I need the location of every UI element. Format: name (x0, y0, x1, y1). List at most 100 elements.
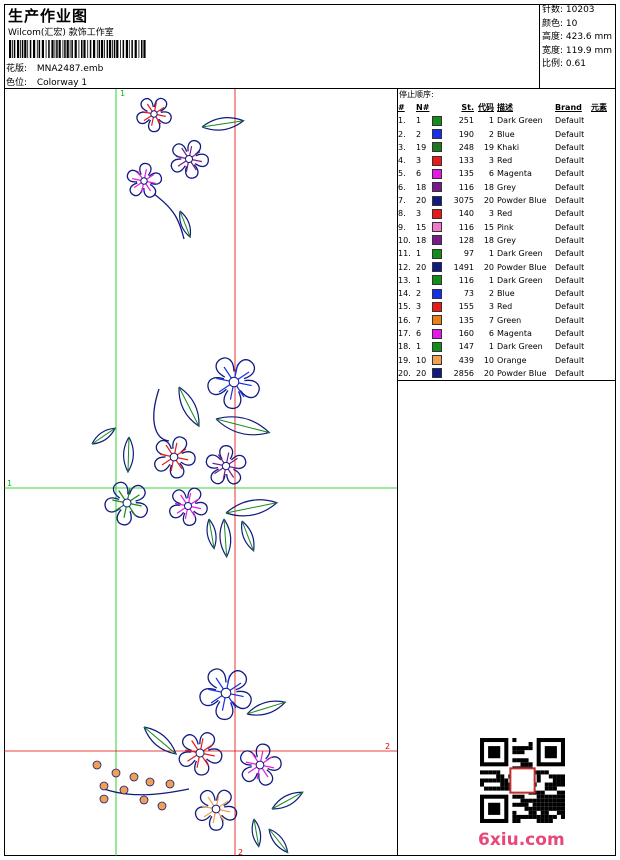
row-index: 10. (398, 235, 411, 245)
table-row: 13. 1 116 1 Dark Green Default (398, 274, 607, 287)
design-name-value: MNA2487.emb (36, 64, 104, 74)
row-swatch (432, 141, 446, 154)
page-title: 生产作业图 (8, 7, 89, 25)
berry-dot (157, 801, 167, 811)
row-brand: Default (555, 249, 585, 259)
leaf-vein (208, 518, 215, 549)
row-swatch (432, 128, 446, 141)
stat-scale: 比例: 0.61 (542, 59, 586, 69)
row-stitches: 147 (458, 342, 474, 352)
berry-dot (139, 795, 149, 805)
row-description: Magenta (497, 169, 532, 179)
leaf-vein (225, 502, 278, 514)
table-row: 8. 3 140 3 Red Default (398, 207, 607, 220)
color-swatch (432, 301, 442, 312)
header-panel: 生产作业图 Wilcom(汇宏) 款饰工作室 花版: MNA2487.emb 色… (4, 4, 540, 88)
row-needle: 3 (416, 302, 422, 312)
table-row: 5. 6 135 6 Magenta Default (398, 167, 607, 180)
row-stitches: 248 (458, 142, 474, 152)
flower-center (169, 452, 179, 462)
col-header-index: # (398, 103, 405, 112)
flower-outline (170, 140, 209, 179)
flower-outline (169, 487, 208, 526)
row-brand: Default (555, 182, 585, 192)
row-brand: Default (555, 156, 585, 166)
row-stitches: 3075 (453, 196, 474, 206)
row-code: 6 (488, 169, 494, 179)
row-needle: 20 (416, 368, 427, 378)
row-element (591, 207, 607, 220)
row-element (591, 128, 607, 141)
table-row: 2. 2 190 2 Blue Default (398, 128, 607, 141)
col-header-element: 元素 (591, 103, 607, 112)
row-brand: Default (555, 342, 585, 352)
row-element (591, 247, 607, 260)
row-stitches: 133 (458, 156, 474, 166)
leaf-vein (91, 427, 116, 445)
row-needle: 10 (416, 355, 427, 365)
color-swatch (432, 262, 442, 273)
row-stitches: 155 (458, 302, 474, 312)
berry-dot (111, 768, 121, 778)
row-description: Magenta (497, 329, 532, 339)
stop-sequence-panel: 停止顺序: # N# St. 代码 描述 Brand 元素 1. 1 251 1 Dar… (398, 89, 616, 380)
row-element (591, 300, 607, 313)
flower-center (220, 687, 232, 699)
color-swatch (432, 155, 442, 166)
color-swatch (432, 208, 442, 219)
flower-outline (126, 162, 162, 198)
row-element (591, 287, 607, 300)
row-stitches: 128 (458, 235, 474, 245)
table-row: 7. 20 3075 20 Powder Blue Default (398, 194, 607, 207)
page-frame (4, 4, 616, 856)
flower-center (195, 748, 205, 758)
row-element (591, 234, 607, 247)
row-swatch (432, 287, 446, 300)
row-brand: Default (555, 209, 585, 219)
row-code: 7 (488, 315, 494, 325)
row-element (591, 114, 607, 127)
table-bottom-divider (397, 380, 616, 381)
flower-center (150, 110, 158, 118)
row-needle: 1 (416, 249, 422, 259)
color-swatch (432, 315, 442, 326)
design-name-row: 花版: MNA2487.emb (6, 61, 103, 74)
col-header-stitches: St. (461, 103, 474, 112)
row-needle: 20 (416, 262, 427, 272)
row-description: Dark Green (497, 249, 543, 259)
color-swatch (432, 129, 442, 140)
row-stitches: 251 (458, 116, 474, 126)
flower-center (183, 501, 193, 511)
row-needle: 6 (416, 329, 422, 339)
qr-code-icon (480, 738, 565, 823)
row-description: Dark Green (497, 275, 543, 285)
row-element (591, 261, 607, 274)
table-row: 12. 20 1491 20 Powder Blue Default (398, 261, 607, 274)
row-stitches: 2856 (453, 368, 474, 378)
row-code: 6 (488, 329, 494, 339)
table-header-row: # N# St. 代码 描述 Brand 元素 (398, 101, 607, 114)
row-swatch (432, 207, 446, 220)
color-swatch (432, 341, 442, 352)
row-stitches: 439 (458, 355, 474, 365)
table-row: 19. 10 439 10 Orange Default (398, 354, 607, 367)
color-swatch (432, 182, 442, 193)
row-stitches: 116 (458, 182, 474, 192)
row-index: 1. (398, 116, 406, 126)
row-stitches: 116 (458, 222, 474, 232)
row-description: Powder Blue (497, 368, 547, 378)
row-element (591, 141, 607, 154)
row-code: 18 (483, 235, 494, 245)
row-stitches: 135 (458, 315, 474, 325)
table-row: 15. 3 155 3 Red Default (398, 300, 607, 313)
row-needle: 20 (416, 196, 427, 206)
row-code: 2 (488, 129, 494, 139)
leaf-vein (201, 120, 244, 128)
table-row: 6. 18 116 18 Grey Default (398, 181, 607, 194)
row-index: 19. (398, 355, 411, 365)
leaf-vein (178, 386, 200, 427)
row-code: 3 (488, 302, 494, 312)
row-index: 17. (398, 329, 411, 339)
row-code: 1 (488, 342, 494, 352)
row-code: 18 (483, 182, 494, 192)
